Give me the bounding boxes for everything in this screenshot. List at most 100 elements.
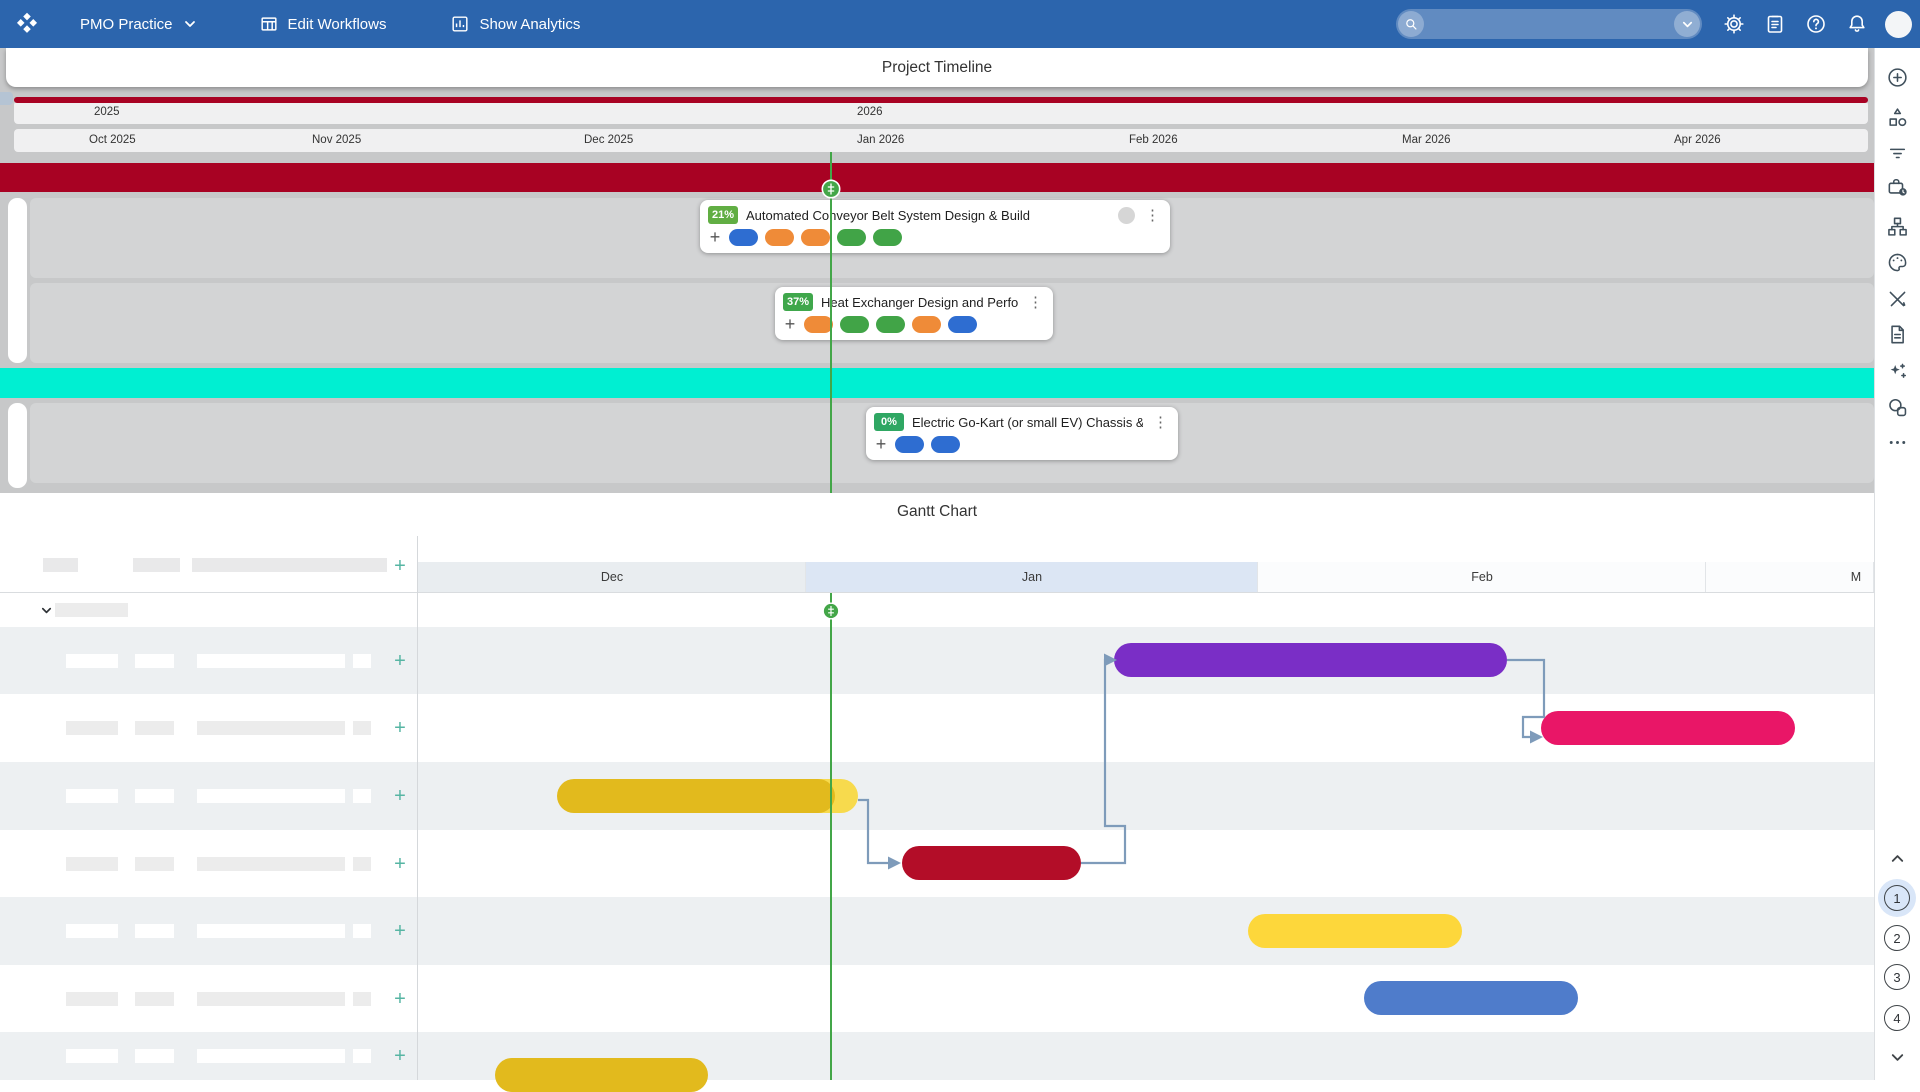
- timeline-month-label: Dec 2025: [584, 134, 634, 146]
- analytics-chart-icon: [452, 16, 468, 32]
- gantt-column-label: M: [1850, 570, 1862, 584]
- assignee-chip[interactable]: [765, 229, 794, 246]
- today-marker[interactable]: [821, 179, 841, 199]
- kebab-menu-icon[interactable]: ⋮: [1153, 414, 1168, 431]
- app-logo-icon[interactable]: [14, 11, 40, 37]
- task-title: Automated Conveyor Belt System Design & …: [746, 207, 1030, 223]
- gantt-task-row[interactable]: +: [0, 965, 1874, 1032]
- gantt-panel-divider[interactable]: [417, 536, 418, 1080]
- gantt-task-row[interactable]: +: [0, 762, 1874, 830]
- add-task-button[interactable]: +: [394, 852, 406, 875]
- user-avatar[interactable]: [1885, 11, 1912, 38]
- gantt-task-row[interactable]: +: [0, 897, 1874, 965]
- task-field-placeholder: [197, 856, 345, 871]
- timeline-task-card[interactable]: 37% Heat Exchanger Design and Performan..…: [775, 287, 1053, 340]
- filter-icon[interactable]: [1886, 141, 1909, 164]
- add-assignee-button[interactable]: +: [875, 434, 887, 454]
- assignee-chip[interactable]: [729, 229, 758, 246]
- task-bar-blue[interactable]: [1364, 981, 1578, 1015]
- page-down-chevron-icon[interactable]: [1889, 1049, 1906, 1066]
- timeline-task-card[interactable]: 21% Automated Conveyor Belt System Design…: [700, 200, 1170, 253]
- task-bar-red[interactable]: [902, 846, 1081, 880]
- gantt-task-row[interactable]: +: [0, 1032, 1874, 1080]
- project-bar-cyan[interactable]: [0, 368, 1874, 398]
- task-bar-yellow-2[interactable]: [1248, 914, 1462, 948]
- task-field-placeholder: [135, 721, 174, 735]
- task-field-placeholder: [353, 991, 371, 1006]
- task-field-placeholder: [353, 721, 371, 735]
- show-analytics-button[interactable]: Show Analytics: [450, 14, 580, 34]
- assignee-chip[interactable]: [931, 436, 960, 453]
- task-bar-yellow-3[interactable]: [495, 1058, 708, 1092]
- document-icon[interactable]: [1886, 323, 1909, 346]
- ai-sparkles-icon[interactable]: [1886, 360, 1909, 383]
- kebab-menu-icon[interactable]: ⋮: [1028, 294, 1043, 311]
- task-field-placeholder: [353, 856, 371, 871]
- task-bar-purple[interactable]: [1114, 643, 1507, 677]
- project-bar-crimson[interactable]: [0, 163, 1874, 192]
- status-circle[interactable]: [1118, 206, 1135, 224]
- add-column-button[interactable]: +: [394, 555, 406, 577]
- task-field-placeholder: [353, 789, 371, 803]
- timeline-year-label: 2026: [857, 106, 883, 118]
- notifications-bell-icon[interactable]: [1846, 13, 1868, 35]
- add-assignee-button[interactable]: +: [784, 314, 796, 334]
- portfolio-clock-icon[interactable]: [1886, 176, 1909, 199]
- page-number-button[interactable]: 2: [1884, 925, 1910, 951]
- add-task-button[interactable]: +: [394, 649, 406, 672]
- timeline-lane-handle[interactable]: [8, 198, 27, 363]
- help-icon[interactable]: [1805, 13, 1827, 35]
- task-bar-yellow[interactable]: [557, 779, 835, 813]
- edit-workflows-button[interactable]: Edit Workflows: [259, 14, 386, 34]
- design-tools-icon[interactable]: [1886, 288, 1909, 311]
- shapes-icon[interactable]: [1886, 106, 1909, 129]
- gantt-task-row[interactable]: +: [0, 627, 1874, 694]
- assignee-chip[interactable]: [840, 316, 869, 333]
- page-number-button[interactable]: 4: [1884, 1005, 1910, 1031]
- today-marker[interactable]: [822, 602, 840, 620]
- assignee-chip[interactable]: [804, 316, 833, 333]
- page-number-button[interactable]: 3: [1884, 964, 1910, 990]
- add-task-button[interactable]: +: [394, 1045, 406, 1067]
- search-icon[interactable]: [1398, 11, 1424, 37]
- timeline-task-card[interactable]: 0% Electric Go-Kart (or small EV) Chassis…: [866, 407, 1178, 460]
- task-bar-pink[interactable]: [1541, 711, 1795, 745]
- page-number-button[interactable]: 1: [1884, 885, 1910, 911]
- add-circle-icon[interactable]: [1886, 66, 1909, 89]
- assignee-chip[interactable]: [837, 229, 866, 246]
- gantt-column-header[interactable]: [1706, 562, 1874, 593]
- task-field-placeholder: [197, 789, 345, 803]
- workspace-switcher[interactable]: PMO Practice: [80, 16, 197, 33]
- add-task-button[interactable]: +: [394, 717, 406, 739]
- group-expand-chevron-icon[interactable]: [40, 604, 53, 617]
- task-title: Heat Exchanger Design and Performan...: [821, 294, 1018, 310]
- settings-gear-icon[interactable]: [1723, 13, 1745, 35]
- today-line: [830, 152, 832, 493]
- add-task-button[interactable]: +: [394, 920, 406, 942]
- add-task-button[interactable]: +: [394, 987, 406, 1010]
- search-scope-chevron-icon[interactable]: [1674, 11, 1700, 37]
- task-field-placeholder: [197, 721, 345, 735]
- timeline-lane-handle[interactable]: [8, 403, 27, 488]
- kebab-menu-icon[interactable]: ⋮: [1145, 207, 1160, 224]
- assignee-chip[interactable]: [873, 229, 902, 246]
- add-task-button[interactable]: +: [394, 785, 406, 807]
- page-up-chevron-icon[interactable]: [1889, 850, 1906, 867]
- palette-icon[interactable]: [1886, 251, 1909, 274]
- workspace-label: PMO Practice: [80, 15, 173, 33]
- assignee-chip[interactable]: [895, 436, 924, 453]
- group-name-placeholder: [55, 603, 128, 617]
- workflows-table-icon: [260, 17, 277, 31]
- assignee-chip[interactable]: [912, 316, 941, 333]
- comments-icon[interactable]: [1886, 396, 1909, 419]
- assignee-chip[interactable]: [948, 316, 977, 333]
- clipboard-icon[interactable]: [1764, 13, 1786, 35]
- timeline-scroll-handle[interactable]: [0, 92, 13, 105]
- org-chart-icon[interactable]: [1886, 215, 1909, 238]
- search-input[interactable]: [1396, 9, 1702, 39]
- gantt-column-header[interactable]: [806, 562, 1258, 593]
- assignee-chip[interactable]: [876, 316, 905, 333]
- more-options-icon[interactable]: [1886, 431, 1909, 454]
- add-assignee-button[interactable]: +: [709, 227, 721, 247]
- assignee-chip[interactable]: [801, 229, 830, 246]
